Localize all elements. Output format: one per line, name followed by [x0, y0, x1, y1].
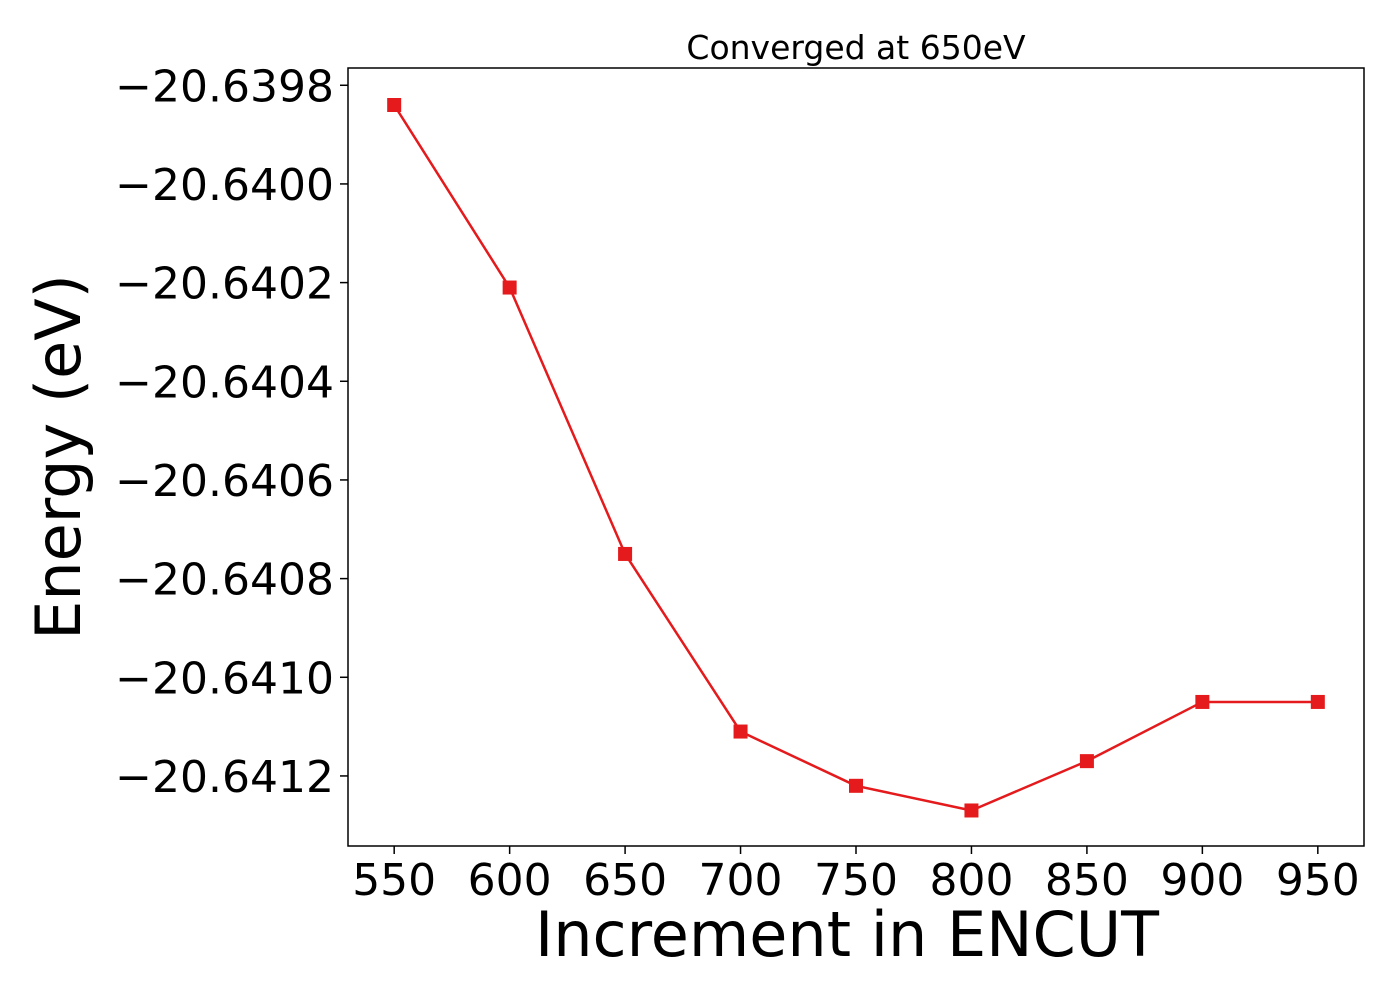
x-axis-ticks: 550 600 650 700 750 800 850 900 950 [352, 846, 1360, 906]
chart-title: Converged at 650eV [686, 28, 1026, 67]
y-tick-label: −20.6410 [115, 653, 334, 704]
x-tick-label: 750 [814, 855, 898, 906]
data-point-marker [1079, 754, 1094, 769]
plot-area [347, 67, 1365, 847]
x-tick-label: 950 [1276, 855, 1360, 906]
y-tick-label: −20.6404 [115, 357, 334, 408]
x-tick-label: 800 [929, 855, 1013, 906]
x-tick-label: 850 [1045, 855, 1129, 906]
data-point-marker [387, 98, 402, 113]
data-point-marker [964, 803, 979, 818]
y-tick-label: −20.6412 [115, 752, 334, 803]
y-axis-title: Energy (eV) [22, 274, 95, 640]
series-layer [387, 98, 1325, 818]
x-tick-label: 700 [699, 855, 783, 906]
x-tick-label: 650 [583, 855, 667, 906]
data-point-marker [733, 724, 748, 739]
data-point-marker [618, 546, 633, 561]
x-tick-label: 550 [352, 855, 436, 906]
x-tick-label: 600 [468, 855, 552, 906]
data-point-marker [849, 778, 863, 793]
x-axis-title: Increment in ENCUT [535, 898, 1160, 971]
y-tick-label: −20.6400 [115, 160, 334, 211]
y-tick-label: −20.6398 [115, 61, 334, 112]
x-tick-label: 900 [1160, 855, 1244, 906]
data-point-marker [1195, 694, 1210, 709]
data-point-marker [1310, 694, 1325, 709]
y-tick-label: −20.6406 [115, 456, 334, 507]
y-axis-ticks: −20.6398 −20.6400 −20.6402 −20.6404 −20.6406… [115, 61, 348, 803]
series-line [393, 104, 1318, 812]
data-point-marker [502, 280, 517, 295]
y-tick-label: −20.6402 [115, 259, 334, 310]
y-tick-label: −20.6408 [115, 555, 334, 606]
